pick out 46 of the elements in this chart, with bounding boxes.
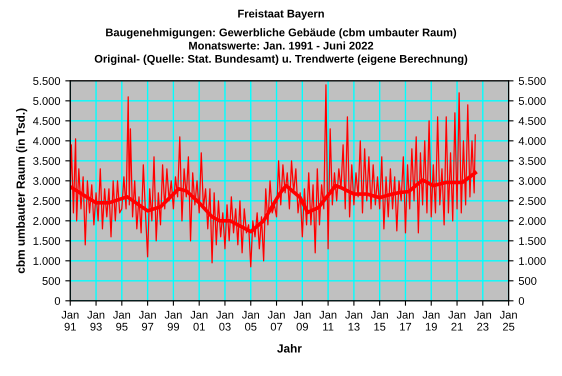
y-tick-label: 3.000 (33, 177, 60, 185)
x-tick-label: Jan 21 (448, 310, 466, 331)
y2-tick-label: 4.000 (518, 137, 546, 145)
y-tick-label: 1.000 (34, 257, 60, 265)
chart-subtitle: Baugenehmigungen: Gewerbliche Gebäude (cbm umbauter Raum) Monatswerte: Jan. 1991 - Juni 2022 Original- (Quelle: Stat. Bundesamt) u. Trendwerte (eigene Berechnung) (94, 28, 468, 66)
y-tick-label: 4.000 (32, 137, 60, 145)
x-tick-label: Jan 05 (242, 310, 259, 331)
y2-tick-label: 1.000 (519, 257, 546, 265)
y-tick-label: 2.500 (33, 197, 60, 205)
y-tick-label: 2.000 (33, 217, 60, 225)
chart-title: Freistaat Bayern (238, 9, 324, 20)
y2-tick-label: 3.000 (518, 177, 546, 185)
y-axis-title: cbm umbauter Raum (in Tsd.) (16, 108, 28, 274)
x-tick-label: Jan 91 (61, 310, 78, 331)
x-tick-label: Jan 07 (268, 310, 285, 331)
y-tick-label: 0 (54, 297, 60, 305)
y2-tick-label: 5.000 (518, 97, 546, 105)
x-tick-label: Jan 09 (294, 310, 311, 331)
x-tick-label: Jan 19 (422, 310, 440, 331)
y-tick-label: 3.500 (33, 157, 60, 165)
y2-tick-label: 0 (518, 297, 524, 305)
x-tick-label: Jan 13 (345, 310, 362, 331)
x-tick-label: Jan 03 (216, 310, 234, 331)
y2-tick-label: 500 (518, 277, 536, 285)
x-tick-label: Jan 97 (138, 310, 156, 331)
y-tick-label: 5.500 (33, 77, 60, 85)
y2-tick-label: 5.500 (518, 77, 546, 85)
x-tick-label: Jan 99 (164, 310, 182, 331)
y-tick-label: 5.000 (33, 97, 60, 105)
x-tick-label: Jan 23 (474, 310, 492, 331)
y-tick-label: 4.500 (32, 117, 60, 125)
x-tick-label: Jan 15 (370, 310, 388, 331)
x-tick-label: Jan 17 (396, 310, 414, 331)
x-tick-label: Jan 93 (87, 310, 104, 331)
y-tick-label: 500 (42, 277, 60, 285)
x-tick-label: Jan 01 (190, 310, 208, 331)
y2-tick-label: 1.500 (519, 237, 546, 245)
y2-tick-label: 3.500 (518, 157, 546, 165)
y2-tick-label: 4.500 (518, 117, 546, 125)
y-tick-label: 1.500 (34, 237, 60, 245)
y2-tick-label: 2.000 (518, 217, 546, 225)
x-tick-label: Jan 11 (319, 310, 336, 331)
y2-tick-label: 2.500 (518, 197, 546, 205)
x-tick-label: Jan 95 (113, 310, 130, 331)
x-tick-label: Jan 25 (500, 310, 517, 331)
x-axis-title: Jahr (277, 344, 302, 353)
